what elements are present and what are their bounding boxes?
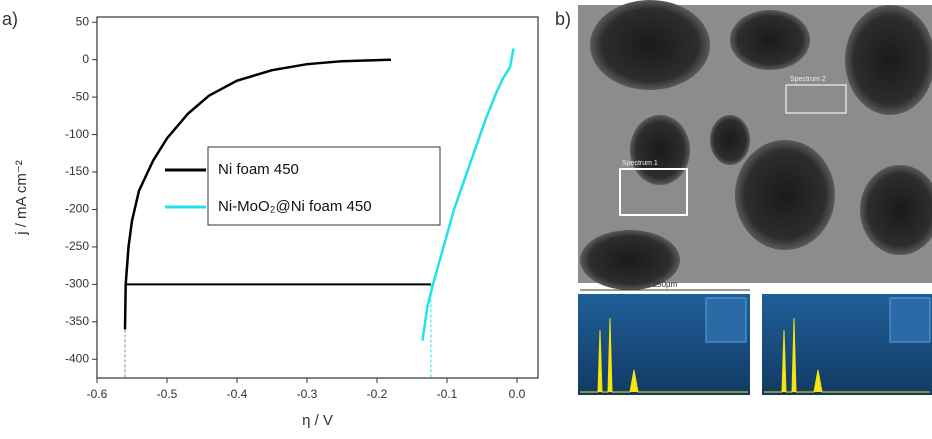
x-tick-label: -0.2	[367, 387, 388, 401]
eds-spectra	[578, 294, 932, 395]
y-tick-label: -300	[65, 277, 89, 291]
x-tick-label: -0.4	[227, 387, 248, 401]
y-tick-label: 50	[76, 14, 90, 28]
y-axis-label: j / mA cm⁻²	[13, 160, 30, 236]
panel-label: a)	[2, 9, 18, 29]
x-tick-label: -0.5	[157, 387, 178, 401]
data-line	[123, 58, 392, 330]
y-tick-label: -200	[65, 202, 89, 216]
y-tick-label: -400	[65, 351, 89, 365]
sem-image: Spectrum 2 Spectrum 1 250µm	[578, 0, 932, 291]
y-tick-label: 0	[82, 52, 89, 66]
x-tick-label: -0.1	[437, 387, 458, 401]
y-tick-label: -250	[65, 239, 89, 253]
plot-frame	[96, 16, 539, 379]
scale-bar: 250µm	[653, 280, 678, 289]
y-tick-label: -100	[65, 127, 89, 141]
region-label: Spectrum 1	[622, 160, 658, 167]
x-tick-label: 0.0	[509, 387, 526, 401]
x-axis-label: η / V	[302, 412, 333, 429]
y-tick-label: -50	[72, 89, 90, 103]
y-tick-label: -350	[65, 314, 89, 328]
x-tick-label: -0.3	[297, 387, 318, 401]
legend-label: Ni foam 450	[218, 161, 299, 178]
region-label: Spectrum 2	[790, 76, 826, 83]
x-tick-label: -0.6	[87, 387, 108, 401]
legend-box	[207, 146, 441, 226]
data-line	[421, 48, 515, 341]
panel-label: b)	[555, 9, 571, 29]
legend-label: Ni-MoO₂@Ni foam 450	[218, 198, 372, 215]
y-tick-label: -150	[65, 164, 89, 178]
